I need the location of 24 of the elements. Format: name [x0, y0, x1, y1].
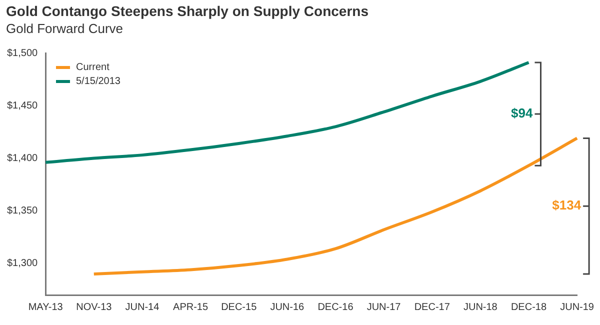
y-tick-label: $1,450 — [6, 100, 38, 112]
chart-subtitle: Gold Forward Curve — [6, 21, 124, 36]
x-tick-label: MAY-13 — [28, 302, 64, 313]
x-tick-label: DEC-17 — [414, 302, 450, 313]
legend-label: Current — [76, 62, 110, 73]
y-tick-label: $1,350 — [6, 206, 38, 217]
x-tick-label: DEC-15 — [221, 302, 258, 313]
x-tick-label: JUN-19 — [560, 302, 594, 313]
x-tick-label: JUN-18 — [463, 302, 498, 313]
x-tick-label: JUN-16 — [270, 302, 305, 313]
y-tick-label: $1,400 — [6, 152, 38, 164]
annotation: $94 — [511, 106, 534, 121]
line-series — [92, 136, 579, 276]
x-tick-label: JUN-17 — [366, 302, 402, 313]
x-tick-label: NOV-13 — [76, 302, 112, 313]
annotation: $134 — [552, 198, 582, 213]
legend-label: 5/15/2013 — [76, 76, 120, 87]
x-tick-label: DEC-18 — [510, 302, 547, 313]
x-tick-label: JUN-14 — [125, 302, 160, 313]
y-tick-label: $1,300 — [6, 258, 38, 270]
x-tick-label: DEC-16 — [318, 302, 354, 313]
x-tick-label: APR-15 — [173, 302, 208, 313]
chart-title: Gold Contango Steepens Sharply on Supply Concerns — [6, 3, 368, 19]
y-tick-label: $1,500 — [6, 48, 38, 59]
